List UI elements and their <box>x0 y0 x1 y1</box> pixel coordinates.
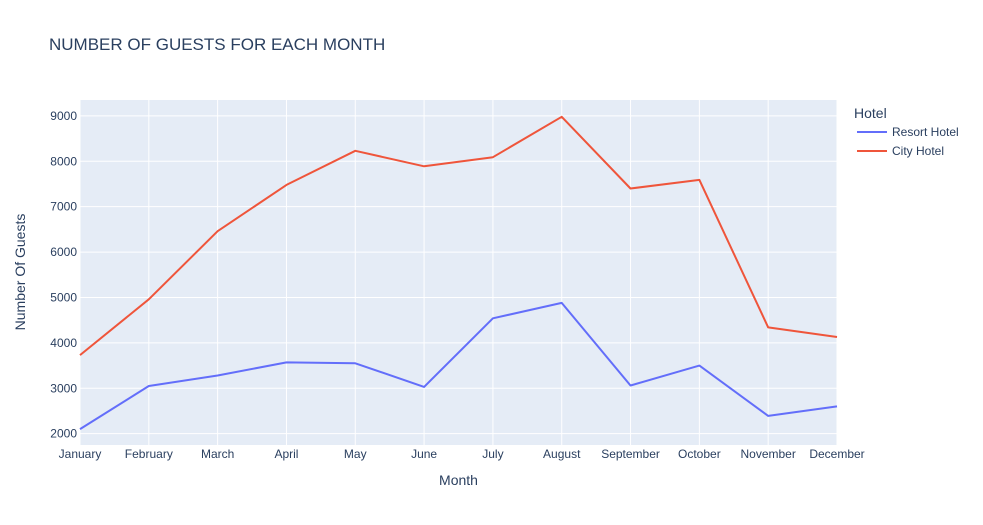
y-axis-title: Number Of Guests <box>12 214 28 331</box>
y-tick-label: 5000 <box>50 290 77 304</box>
x-tick-label: April <box>274 447 298 461</box>
y-tick-label: 6000 <box>50 245 77 259</box>
series-line-city-hotel <box>79 115 838 356</box>
y-tick-label: 9000 <box>50 109 77 123</box>
x-tick-label: November <box>741 447 796 461</box>
grid-lines <box>79 100 838 445</box>
x-tick-label: May <box>344 447 367 461</box>
x-axis-title: Month <box>439 472 478 488</box>
legend: Hotel Resort Hotel City Hotel <box>854 105 959 158</box>
series-lines <box>79 115 838 430</box>
y-tick-labels: 2000 3000 4000 5000 6000 7000 8000 9000 <box>50 109 77 441</box>
y-tick-label: 7000 <box>50 200 77 214</box>
x-tick-label: February <box>125 447 173 461</box>
legend-label-city-hotel: City Hotel <box>892 144 944 158</box>
legend-label-resort-hotel: Resort Hotel <box>892 125 959 139</box>
x-tick-label: October <box>678 447 721 461</box>
y-tick-label: 2000 <box>50 427 77 441</box>
x-tick-labels: January February March April May June July Augu… <box>59 447 865 461</box>
y-tick-label: 8000 <box>50 154 77 168</box>
x-tick-label: March <box>201 447 234 461</box>
x-tick-label: December <box>809 447 864 461</box>
legend-title: Hotel <box>854 105 887 121</box>
y-tick-label: 4000 <box>50 336 77 350</box>
y-tick-label: 3000 <box>50 381 77 395</box>
x-tick-label: July <box>482 447 503 461</box>
x-tick-label: June <box>411 447 437 461</box>
x-tick-label: August <box>543 447 581 461</box>
x-tick-label: January <box>59 447 102 461</box>
series-line-resort-hotel <box>79 301 838 430</box>
plot-area <box>80 100 837 445</box>
chart-title: NUMBER OF GUESTS FOR EACH MONTH <box>49 35 385 54</box>
x-tick-label: September <box>601 447 660 461</box>
